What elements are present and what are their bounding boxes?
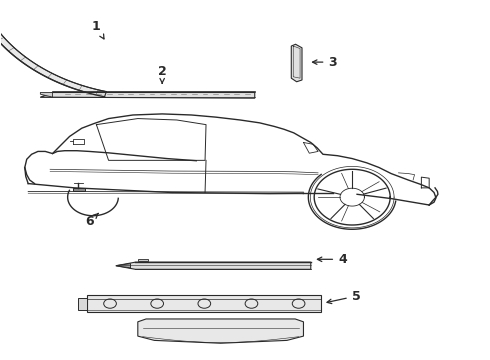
Text: 5: 5 xyxy=(327,289,361,303)
FancyBboxPatch shape xyxy=(87,295,320,312)
Polygon shape xyxy=(40,93,255,98)
Polygon shape xyxy=(0,10,106,97)
Polygon shape xyxy=(40,93,52,97)
Polygon shape xyxy=(138,319,303,343)
Text: 4: 4 xyxy=(318,253,347,266)
Text: 2: 2 xyxy=(158,64,167,84)
Polygon shape xyxy=(116,264,130,268)
Polygon shape xyxy=(74,188,85,191)
Polygon shape xyxy=(78,298,87,310)
Polygon shape xyxy=(291,44,302,82)
Text: 1: 1 xyxy=(92,20,104,39)
Polygon shape xyxy=(138,258,147,261)
Text: 6: 6 xyxy=(85,213,98,228)
Text: 3: 3 xyxy=(313,55,337,69)
Polygon shape xyxy=(116,262,311,269)
